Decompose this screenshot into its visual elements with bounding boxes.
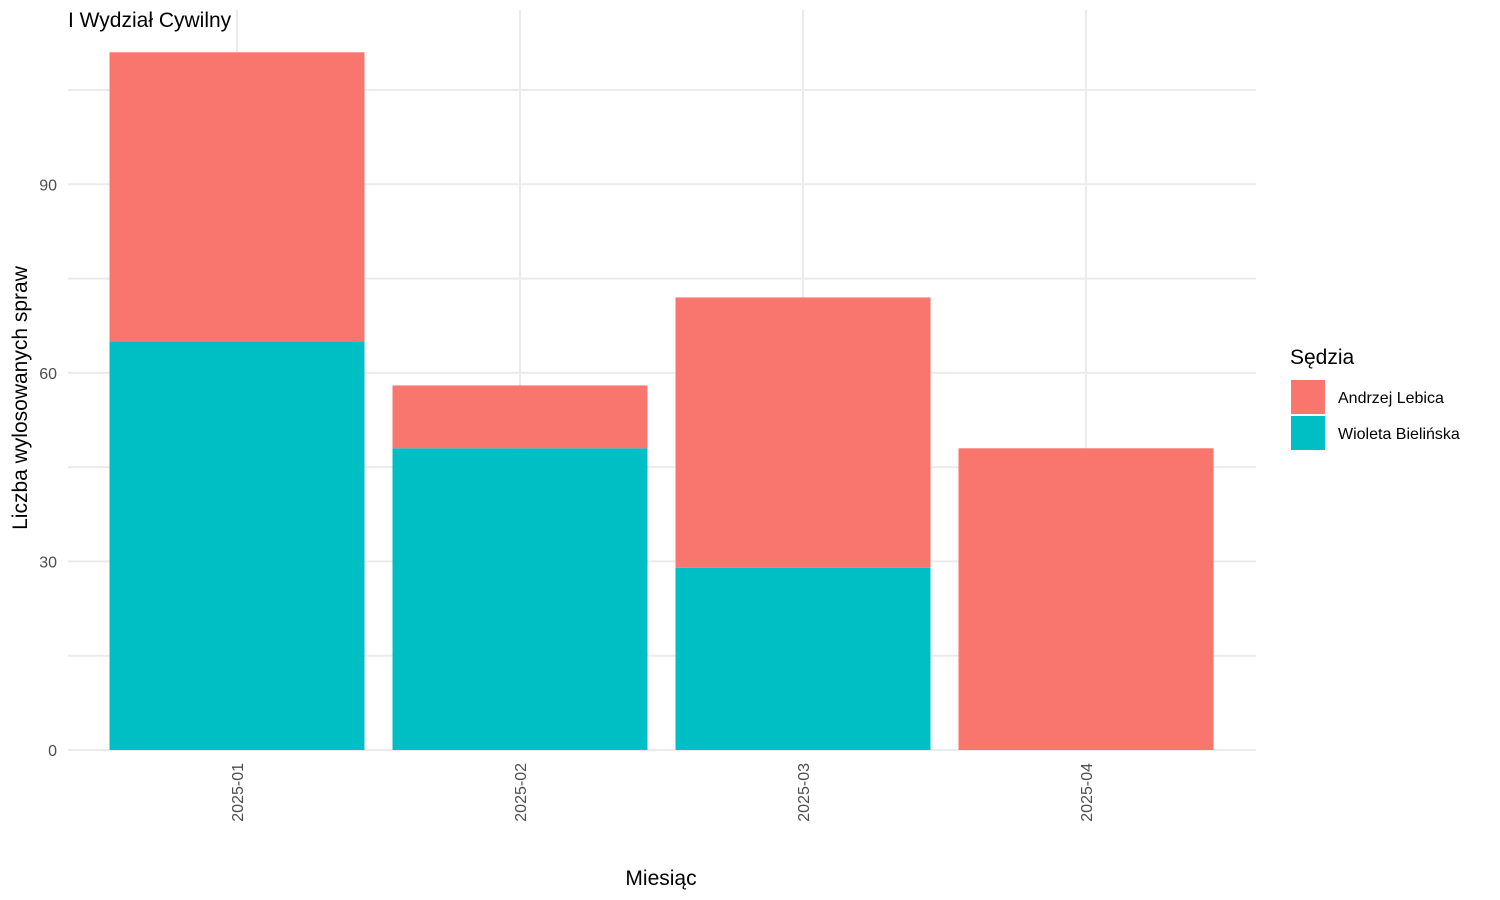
y-axis-title: Liczba wylosowanych spraw (9, 265, 32, 530)
legend-label-wioleta-bielinska: Wioleta Bielińska (1338, 426, 1460, 443)
legend-label-andrzej-lebica: Andrzej Lebica (1338, 390, 1444, 407)
y-tick-label-0: 0 (48, 743, 57, 760)
y-tick-label-90: 90 (39, 177, 57, 194)
bar-andrzej-lebica-2025-03 (675, 297, 931, 568)
x-tick-label-2025-03: 2025-03 (796, 763, 813, 822)
legend: Sędzia Andrzej Lebica Wioleta Bielińska (1290, 346, 1460, 450)
bar-wioleta-bielinska-2025-03 (675, 567, 931, 750)
x-axis-title: Miesiąc (625, 867, 696, 890)
chart-title: I Wydział Cywilny (68, 9, 232, 32)
legend-swatch-wioleta-bielinska (1291, 416, 1325, 450)
y-tick-label-60: 60 (39, 366, 57, 383)
bar-wioleta-bielinska-2025-01 (109, 341, 365, 750)
legend-swatch-andrzej-lebica (1291, 380, 1325, 414)
bars (109, 52, 1214, 750)
legend-title: Sędzia (1290, 346, 1355, 369)
x-tick-label-2025-04: 2025-04 (1079, 763, 1096, 822)
bar-wioleta-bielinska-2025-02 (392, 448, 648, 750)
y-axis-ticks: 0 30 60 90 (39, 177, 57, 760)
x-axis-ticks: 2025-01 2025-02 2025-03 2025-04 (230, 763, 1096, 822)
bar-andrzej-lebica-2025-01 (109, 52, 365, 342)
x-tick-label-2025-02: 2025-02 (513, 763, 530, 822)
x-tick-label-2025-01: 2025-01 (230, 763, 247, 822)
bar-andrzej-lebica-2025-04 (958, 448, 1214, 750)
y-tick-label-30: 30 (39, 554, 57, 571)
bar-andrzej-lebica-2025-02 (392, 385, 648, 449)
